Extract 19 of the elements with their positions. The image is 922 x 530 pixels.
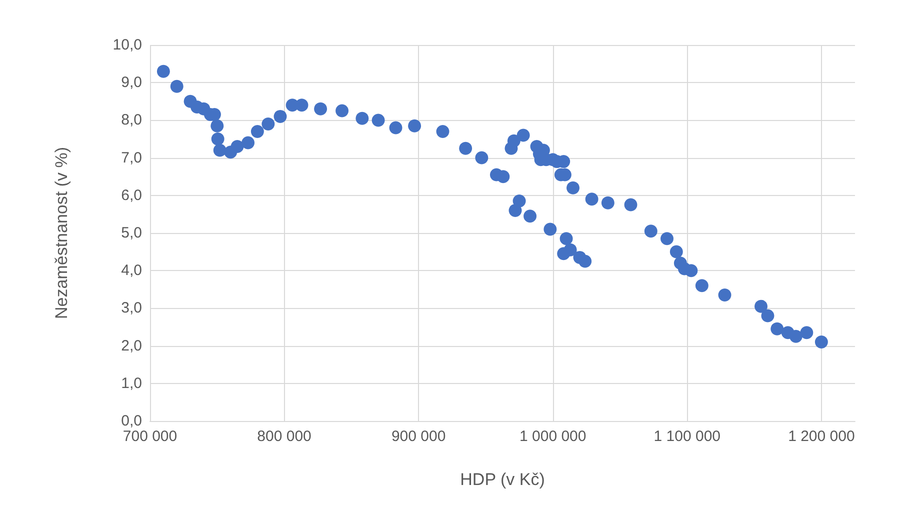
y-tick-label: 5,0 — [121, 224, 142, 242]
y-tick-label: 1,0 — [121, 374, 142, 392]
y-tick-label: 10,0 — [112, 36, 142, 54]
x-tick-label: 1 100 000 — [654, 428, 721, 445]
x-tick-label: 1 200 000 — [788, 428, 855, 445]
x-axis-title: HDP (v Kč) — [460, 470, 545, 489]
x-tick-label: 900 000 — [391, 428, 446, 445]
y-tick-label: 7,0 — [121, 149, 142, 166]
y-tick-label: 0,0 — [121, 412, 142, 430]
x-tick-label: 1 000 000 — [519, 428, 586, 445]
y-tick-label: 9,0 — [121, 74, 142, 92]
y-axis-title: Nezaměstnanost (v %) — [52, 147, 71, 319]
x-tick-label: 800 000 — [257, 428, 312, 445]
y-tick-label: 4,0 — [121, 262, 142, 280]
y-tick-label: 8,0 — [121, 112, 142, 129]
x-tick-label: 700 000 — [122, 428, 178, 445]
y-tick-label: 6,0 — [121, 186, 142, 204]
y-tick-label: 3,0 — [121, 300, 142, 317]
y-tick-label: 2,0 — [121, 337, 142, 354]
